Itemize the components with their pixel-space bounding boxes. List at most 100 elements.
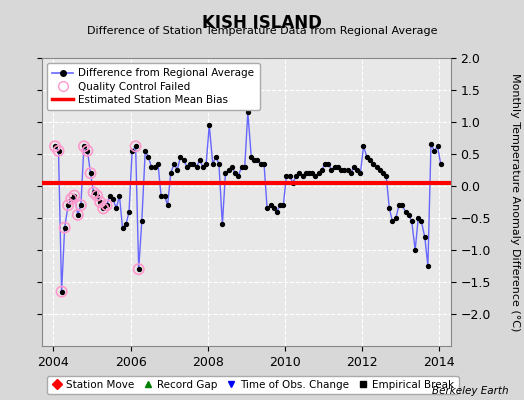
Point — [60, 224, 69, 231]
Point — [234, 173, 243, 180]
Point — [192, 164, 201, 170]
Point — [58, 288, 66, 295]
Point — [77, 202, 85, 208]
Point — [221, 170, 230, 176]
Point — [414, 215, 422, 221]
Point — [318, 167, 326, 173]
Point — [263, 205, 271, 212]
Point — [433, 143, 442, 150]
Point — [408, 218, 416, 224]
Point — [296, 170, 304, 176]
Point — [54, 148, 63, 154]
Point — [301, 170, 310, 176]
Point — [160, 192, 169, 199]
Point — [132, 143, 140, 150]
Point — [401, 208, 410, 215]
Point — [328, 167, 336, 173]
Point — [436, 160, 445, 167]
Point — [286, 173, 294, 180]
Point — [382, 173, 390, 180]
Point — [183, 164, 191, 170]
Point — [350, 164, 358, 170]
Point — [331, 164, 339, 170]
Point — [272, 208, 281, 215]
Point — [93, 192, 101, 199]
Text: KISH ISLAND: KISH ISLAND — [202, 14, 322, 32]
Point — [215, 160, 223, 167]
Point — [314, 170, 323, 176]
Point — [346, 170, 355, 176]
Point — [324, 160, 333, 167]
Point — [378, 170, 387, 176]
Point — [83, 148, 92, 154]
Point — [253, 157, 261, 164]
Point — [334, 164, 342, 170]
Point — [167, 170, 175, 176]
Point — [269, 205, 278, 212]
Point — [99, 205, 107, 212]
Point — [395, 202, 403, 208]
Point — [257, 160, 265, 167]
Point — [292, 173, 300, 180]
Point — [106, 192, 114, 199]
Point — [112, 205, 121, 212]
Point — [279, 202, 288, 208]
Point — [67, 196, 75, 202]
Point — [424, 263, 432, 269]
Point — [103, 202, 111, 208]
Point — [73, 212, 82, 218]
Point — [353, 167, 362, 173]
Point — [54, 148, 63, 154]
Point — [376, 167, 384, 173]
Point — [337, 167, 345, 173]
Point — [241, 164, 249, 170]
Point — [199, 164, 208, 170]
Point — [228, 164, 236, 170]
Point — [67, 196, 75, 202]
Point — [122, 221, 130, 228]
Point — [311, 173, 320, 180]
Point — [70, 192, 79, 199]
Point — [154, 160, 162, 167]
Point — [60, 224, 69, 231]
Point — [209, 160, 217, 167]
Point — [135, 266, 143, 272]
Point — [363, 154, 371, 160]
Point — [212, 154, 220, 160]
Point — [385, 205, 394, 212]
Point — [421, 234, 429, 240]
Point — [388, 218, 397, 224]
Point — [266, 202, 275, 208]
Point — [250, 157, 258, 164]
Point — [118, 224, 127, 231]
Point — [289, 180, 297, 186]
Point — [86, 170, 95, 176]
Y-axis label: Monthly Temperature Anomaly Difference (°C): Monthly Temperature Anomaly Difference (… — [510, 73, 520, 331]
Point — [247, 154, 256, 160]
Point — [64, 202, 72, 208]
Point — [151, 164, 159, 170]
Point — [218, 221, 226, 228]
Point — [356, 170, 365, 176]
Point — [344, 167, 352, 173]
Point — [411, 247, 419, 253]
Point — [321, 160, 329, 167]
Text: Berkeley Earth: Berkeley Earth — [432, 386, 508, 396]
Point — [405, 212, 413, 218]
Point — [125, 208, 133, 215]
Point — [305, 170, 313, 176]
Point — [340, 167, 348, 173]
Point — [195, 157, 204, 164]
Point — [96, 199, 104, 205]
Point — [260, 160, 268, 167]
Point — [366, 157, 374, 164]
Point — [135, 266, 143, 272]
Point — [51, 143, 59, 150]
Point — [99, 205, 107, 212]
Point — [73, 212, 82, 218]
Point — [244, 109, 252, 116]
Point — [70, 192, 79, 199]
Point — [64, 202, 72, 208]
Point — [392, 215, 400, 221]
Point — [138, 218, 146, 224]
